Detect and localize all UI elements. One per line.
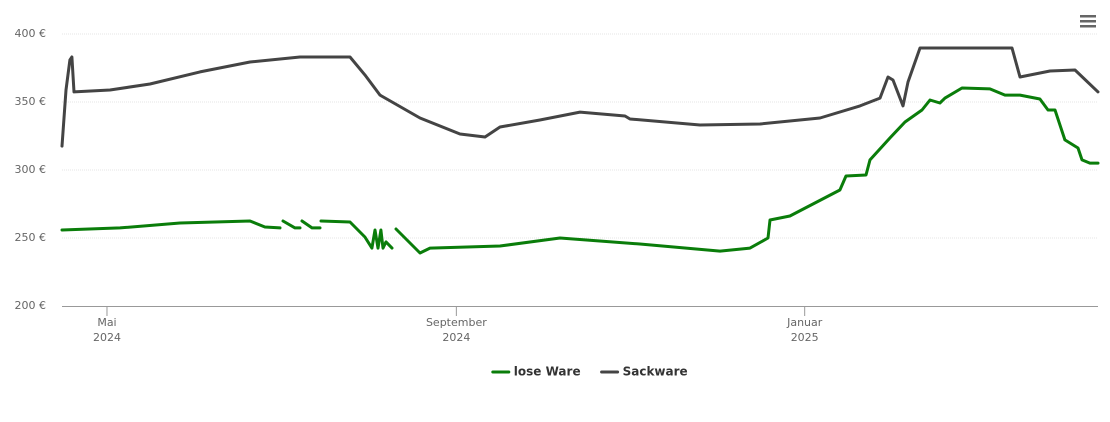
series-line bbox=[60, 46, 1100, 148]
y-tick-label: 400 € bbox=[15, 27, 47, 40]
legend-item[interactable]: Sackware bbox=[600, 365, 688, 379]
y-tick-label: 250 € bbox=[15, 231, 47, 244]
legend-label: lose Ware bbox=[514, 365, 581, 379]
series-line bbox=[60, 86, 1100, 255]
menu-bar bbox=[1080, 25, 1096, 28]
y-tick-label: 200 € bbox=[15, 299, 47, 312]
legend: lose Ware Sackware bbox=[491, 365, 688, 379]
menu-bar bbox=[1080, 15, 1096, 18]
x-tick-label: Januar 2025 bbox=[786, 316, 823, 344]
x-tick-label: September 2024 bbox=[426, 316, 487, 344]
legend-item[interactable]: lose Ware bbox=[491, 365, 581, 379]
x-tick-label: Mai 2024 bbox=[93, 316, 121, 344]
y-tick-label: 300 € bbox=[15, 163, 47, 176]
menu-icon[interactable] bbox=[1080, 15, 1096, 28]
y-tick-label: 350 € bbox=[15, 95, 47, 108]
legend-label: Sackware bbox=[623, 365, 688, 379]
menu-bar bbox=[1080, 20, 1096, 23]
